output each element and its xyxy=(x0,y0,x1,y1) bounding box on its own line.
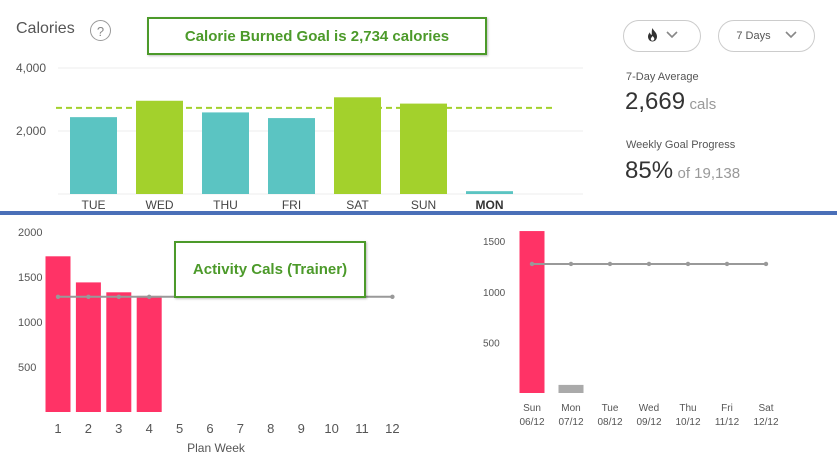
help-icon[interactable]: ? xyxy=(90,20,111,41)
trend-point xyxy=(86,294,91,299)
y-tick-label: 500 xyxy=(483,338,500,349)
progress-suffix: of 19,138 xyxy=(677,165,741,182)
trend-point xyxy=(529,261,535,267)
bar xyxy=(466,191,513,194)
chevron-down-icon xyxy=(665,30,678,42)
trainer-callout: Activity Cals (Trainer) xyxy=(174,241,366,298)
metric-selector[interactable] xyxy=(623,20,701,52)
x-tick-label: WED xyxy=(146,198,174,212)
x-tick-label: 12 xyxy=(385,421,399,436)
bar xyxy=(70,117,117,194)
y-tick-label: 1500 xyxy=(18,272,42,284)
x-tick-label: 1 xyxy=(54,421,61,436)
x-tick-label: 8 xyxy=(267,421,274,436)
y-tick-label: 500 xyxy=(18,362,36,374)
bar xyxy=(400,103,447,194)
average-value: 2,669 xyxy=(625,88,686,115)
chevron-down-icon xyxy=(785,30,797,42)
x-tick-date: 07/12 xyxy=(558,417,583,428)
bar xyxy=(268,118,315,194)
range-selector[interactable]: 7 Days xyxy=(718,20,815,52)
x-tick-label: 5 xyxy=(176,421,183,436)
x-tick-label: 11 xyxy=(355,421,369,436)
x-tick-label: 7 xyxy=(237,421,244,436)
bar xyxy=(519,231,545,393)
progress-label: Weekly Goal Progress xyxy=(626,139,736,151)
x-tick-date: 08/12 xyxy=(597,417,622,428)
x-axis-title: Plan Week xyxy=(187,441,246,455)
y-tick-label: 2000 xyxy=(18,227,42,239)
trend-point xyxy=(646,261,652,267)
trend-point xyxy=(147,294,152,299)
bar xyxy=(136,100,183,194)
x-tick-day: Fri xyxy=(721,403,733,414)
x-tick-day: Sat xyxy=(758,403,773,414)
x-tick-day: Thu xyxy=(679,403,696,414)
section-divider xyxy=(0,211,837,215)
x-tick-label: 3 xyxy=(115,421,122,436)
y-tick-label: 1000 xyxy=(18,317,42,329)
x-tick-label: THU xyxy=(213,198,238,212)
x-tick-date: 10/12 xyxy=(675,417,700,428)
x-tick-date: 09/12 xyxy=(636,417,661,428)
x-tick-label: SUN xyxy=(411,198,436,212)
flame-icon xyxy=(647,27,658,45)
y-tick-label: 2,000 xyxy=(16,124,46,138)
progress-stat: 85% of 19,138 xyxy=(625,157,740,185)
x-tick-date: 06/12 xyxy=(519,417,544,428)
x-tick-label: 2 xyxy=(85,421,92,436)
range-selector-value: 7 Days xyxy=(736,30,771,42)
progress-value: 85% xyxy=(625,157,674,184)
bar xyxy=(202,112,249,194)
trend-point xyxy=(607,261,613,267)
bar xyxy=(558,384,584,393)
x-tick-label: MON xyxy=(476,198,504,212)
x-tick-label: TUE xyxy=(82,198,106,212)
trend-point xyxy=(390,294,395,299)
bar xyxy=(334,97,381,194)
bar xyxy=(75,282,101,412)
x-tick-label: 6 xyxy=(206,421,213,436)
average-stat: 2,669 cals xyxy=(625,88,716,116)
trend-point xyxy=(763,261,769,267)
y-tick-label: 4,000 xyxy=(16,61,46,75)
x-tick-label: 4 xyxy=(146,421,153,436)
goal-callout: Calorie Burned Goal is 2,734 calories xyxy=(147,17,487,55)
x-tick-date: 12/12 xyxy=(753,417,778,428)
bar xyxy=(136,295,162,412)
x-tick-day: Tue xyxy=(602,403,619,414)
bar xyxy=(106,292,132,412)
x-tick-label: SAT xyxy=(346,198,369,212)
trend-point xyxy=(685,261,691,267)
x-tick-date: 11/12 xyxy=(715,417,740,428)
x-tick-day: Wed xyxy=(639,403,659,414)
trend-point xyxy=(568,261,574,267)
trend-point xyxy=(55,294,61,299)
y-tick-label: 1500 xyxy=(483,237,506,248)
trend-point xyxy=(116,294,122,299)
x-tick-day: Mon xyxy=(561,403,580,414)
page-title: Calories xyxy=(16,20,75,37)
bar xyxy=(45,256,71,412)
x-tick-day: Sun xyxy=(523,403,541,414)
trend-point xyxy=(724,261,730,267)
x-tick-label: 9 xyxy=(298,421,305,436)
y-tick-label: 1000 xyxy=(483,288,506,299)
x-tick-label: 10 xyxy=(324,421,338,436)
x-tick-label: FRI xyxy=(282,198,301,212)
average-unit: cals xyxy=(689,96,717,113)
daily-activity-chart: 1500 1000 500 Sun 06/12 Mon 07/12 Tue 08/12 Wed 09… xyxy=(483,231,779,428)
weekly-calories-chart: 4,000 2,000 TUE WED THU FRI SAT SUN MON xyxy=(16,61,583,212)
average-label: 7-Day Average xyxy=(626,71,699,83)
